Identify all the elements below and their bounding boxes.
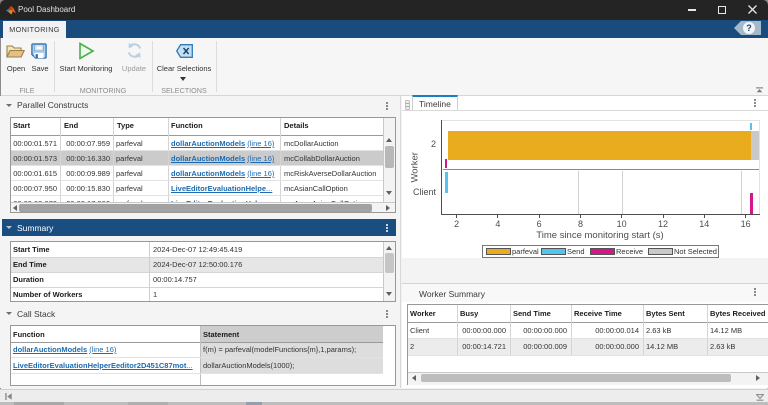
svg-text:?: ? [746, 23, 752, 33]
